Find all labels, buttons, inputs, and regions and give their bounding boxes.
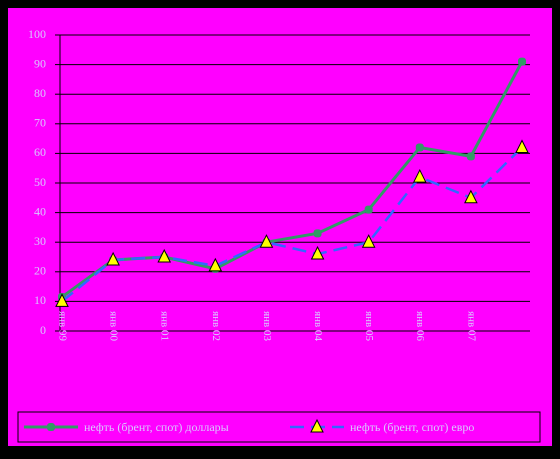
x-tick-label: янв 03 <box>261 311 273 341</box>
y-tick-label: 80 <box>34 86 46 100</box>
x-tick-label: янв 99 <box>56 311 68 341</box>
marker <box>106 251 120 266</box>
y-tick-label: 10 <box>34 293 46 307</box>
x-tick-label: янв 00 <box>108 311 120 341</box>
y-tick-label: 90 <box>34 56 46 70</box>
marker <box>208 257 223 272</box>
chart-area <box>8 8 552 446</box>
x-tick-label: янв 01 <box>159 311 171 341</box>
marker <box>364 205 373 214</box>
marker <box>361 234 376 248</box>
marker <box>464 189 478 204</box>
x-tick-label: янв 07 <box>465 311 477 341</box>
y-tick-label: 30 <box>34 234 46 248</box>
marker <box>518 57 526 66</box>
marker <box>412 168 427 183</box>
x-tick-label: янв 05 <box>363 311 375 341</box>
marker <box>515 139 529 153</box>
marker <box>259 234 274 248</box>
marker <box>310 245 325 260</box>
marker <box>47 423 55 431</box>
marker <box>415 143 424 152</box>
marker <box>55 293 69 307</box>
legend-label: нефть (брент, спот) евро <box>350 420 474 434</box>
y-tick-label: 20 <box>34 264 46 278</box>
marker <box>313 229 322 238</box>
marker <box>310 418 324 433</box>
x-tick-label: янв 04 <box>312 311 324 341</box>
y-tick-label: 70 <box>34 116 46 130</box>
x-tick-label: янв 06 <box>414 311 426 341</box>
y-tick-label: 50 <box>34 175 46 189</box>
y-tick-label: 0 <box>40 323 46 337</box>
y-tick-label: 60 <box>34 145 46 159</box>
series-line <box>61 146 523 303</box>
marker <box>466 152 475 161</box>
y-tick-label: 40 <box>34 204 46 218</box>
legend-label: нефть (брент, спот) доллары <box>84 420 229 434</box>
marker <box>157 248 172 263</box>
x-tick-label: янв 02 <box>210 311 222 341</box>
y-tick-label: 100 <box>28 27 46 41</box>
legend-box <box>17 411 541 443</box>
